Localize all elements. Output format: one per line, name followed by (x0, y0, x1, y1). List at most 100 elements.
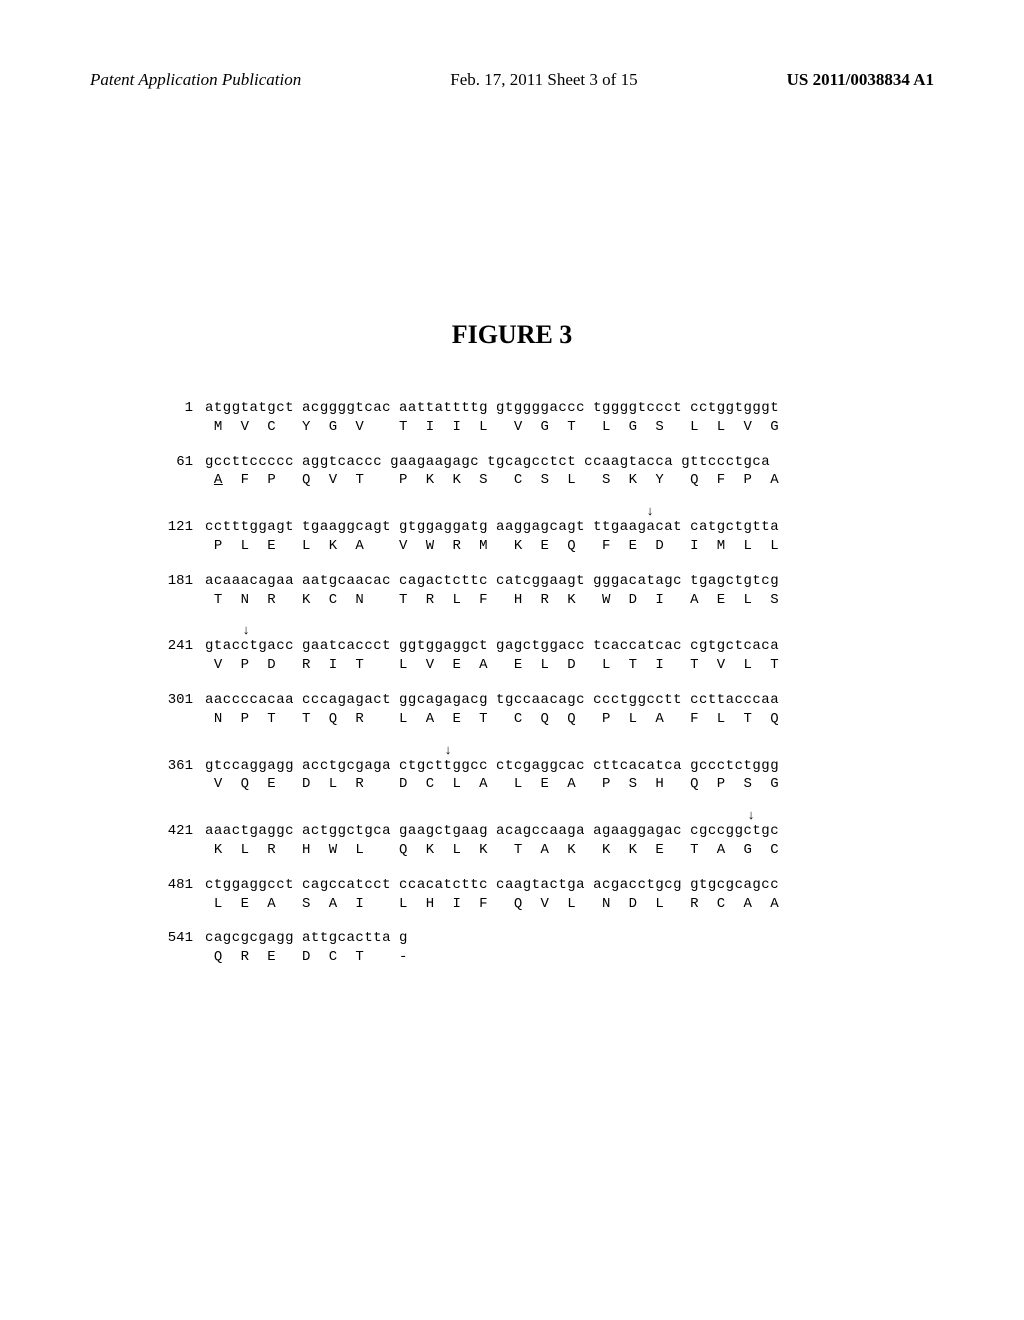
aminoacid-group: S A I (302, 896, 391, 913)
position-label: 301 (160, 692, 205, 709)
aminoacid-row: T N R K C N T R L F H R K W D I A E L S (160, 592, 864, 609)
nucleotide-group: cctttggagt (205, 519, 294, 536)
intron-arrow-icon: ↓ (747, 809, 755, 822)
sequence-block: 1atggtatgctacggggtcacaattattttggtggggacc… (0, 400, 1024, 966)
aminoacid-group: T Q R (302, 711, 391, 728)
nucleotide-group: ctggaggcct (205, 877, 294, 894)
aminoacid-group: R I T (302, 657, 391, 674)
aminoacid-row: L E A S A I L H I F Q V L N D L R C A A (160, 896, 864, 913)
position-label: 541 (160, 930, 205, 947)
arrow-row: ↓ (160, 811, 864, 823)
nucleotide-group: gaagaagagc (390, 454, 479, 471)
aminoacid-group: I M L L (690, 538, 779, 555)
intron-arrow-icon: ↓ (646, 505, 654, 518)
aminoacid-group: R C A A (690, 896, 779, 913)
nucleotide-group: ccacatcttc (399, 877, 488, 894)
nucleotide-row: 1atggtatgctacggggtcacaattattttggtggggacc… (160, 400, 864, 417)
aminoacid-group: F L T Q (690, 711, 779, 728)
nucleotide-group: cgccggctgc (690, 823, 779, 840)
aminoacid-group: N P T (205, 711, 294, 728)
nucleotide-group: gtacctgacc (205, 638, 294, 655)
aminoacid-row: V P D R I T L V E A E L D L T I T V L T (160, 657, 864, 674)
nucleotide-group: gtggggaccc (496, 400, 585, 417)
nucleotide-row: 481ctggaggcct cagccatcct ccacatcttc caagtac… (160, 877, 864, 894)
nucleotide-group: ccttacccaa (690, 692, 779, 709)
nucleotide-group: acctgcgaga (302, 758, 391, 775)
aminoacid-group: P L A (593, 711, 682, 728)
aminoacid-group: Q V L (496, 896, 585, 913)
aminoacid-group: H W L (302, 842, 391, 859)
nucleotide-group: gccctctggg (690, 758, 779, 775)
nucleotide-group: cagactcttc (399, 573, 488, 590)
aminoacid-row: K L R H W L Q K L K T A K K K E T A G C (160, 842, 864, 859)
position-label: 361 (160, 758, 205, 775)
nucleotide-group: aaccccacaa (205, 692, 294, 709)
aminoacid-group: Q P S G (690, 776, 779, 793)
nucleotide-group: ttgaagacat (593, 519, 682, 536)
aminoacid-group: L V E A (399, 657, 488, 674)
nucleotide-group: catgctgtta (690, 519, 779, 536)
nucleotide-group: gccttccccc (205, 454, 294, 471)
nucleotide-row: 541cagcgcgaggattgcacttag (160, 930, 864, 947)
aminoacid-group: M V C (205, 419, 294, 436)
nucleotide-group: gtccaggagg (205, 758, 294, 775)
nucleotide-group: aggtcaccc (302, 454, 382, 471)
nucleotide-group: cagccatcct (302, 877, 391, 894)
nucleotide-group: ggtggaggct (399, 638, 488, 655)
aminoacid-group: A F P (205, 472, 294, 489)
nucleotide-group: ccctggcctt (593, 692, 682, 709)
position-label: 181 (160, 573, 205, 590)
nucleotide-group: attgcactta (302, 930, 391, 947)
nucleotide-group: cccagagact (302, 692, 391, 709)
nucleotide-group: gtgcgcagcc (690, 877, 779, 894)
nucleotide-group: aatgcaacac (302, 573, 391, 590)
nucleotide-group: acagccaaga (496, 823, 585, 840)
position-label: 241 (160, 638, 205, 655)
nucleotide-group: aaactgaggc (205, 823, 294, 840)
position-label: 421 (160, 823, 205, 840)
aminoacid-group: - (399, 949, 408, 966)
aminoacid-group: C Q Q (496, 711, 585, 728)
nucleotide-group: catcggaagt (496, 573, 585, 590)
nucleotide-group: gggacatagc (593, 573, 682, 590)
aminoacid-group: K K E (593, 842, 682, 859)
aminoacid-group: S K Y (593, 472, 682, 489)
nucleotide-group: tcaccatcac (593, 638, 682, 655)
nucleotide-group: actggctgca (302, 823, 391, 840)
nucleotide-row: 361gtccaggaggacctgcgagactgcttggccctcgagg… (160, 758, 864, 775)
nucleotide-group: gagctggacc (496, 638, 585, 655)
nucleotide-group: tgaaggcagt (302, 519, 391, 536)
nucleotide-row: 301aaccccacaacccagagactggcagagacgtgccaac… (160, 692, 864, 709)
aminoacid-group: P L E (205, 538, 294, 555)
aminoacid-group: Q R E (205, 949, 294, 966)
aminoacid-group: L H I F (399, 896, 488, 913)
aminoacid-group: T V L T (690, 657, 779, 674)
aminoacid-row: Q R E D C T - (160, 949, 864, 966)
aminoacid-group: V W R M (399, 538, 488, 555)
aminoacid-group: F E D (593, 538, 682, 555)
aminoacid-group: T R L F (399, 592, 488, 609)
aminoacid-group: K L R (205, 842, 294, 859)
nucleotide-group: cctggtgggt (690, 400, 779, 417)
nucleotide-group: tgcagcctct (487, 454, 576, 471)
nucleotide-group: caagtactga (496, 877, 585, 894)
nucleotide-group: g (399, 930, 408, 947)
arrow-row: ↓ (160, 507, 864, 519)
nucleotide-group: gaatcaccct (302, 638, 391, 655)
nucleotide-group: aattattttg (399, 400, 488, 417)
nucleotide-group: cttcacatca (593, 758, 682, 775)
position-label: 121 (160, 519, 205, 536)
nucleotide-group: ctcgaggcac (496, 758, 585, 775)
aminoacid-group: D C L A (399, 776, 488, 793)
nucleotide-group: tggggtccct (593, 400, 682, 417)
aminoacid-group: A E L S (690, 592, 779, 609)
aminoacid-group: L A E T (399, 711, 488, 728)
aminoacid-group: Y G V (302, 419, 391, 436)
aminoacid-group: N D L (593, 896, 682, 913)
nucleotide-row: 241gtacctgacc gaatcaccct ggtggaggct gagctgg… (160, 638, 864, 655)
position-label: 481 (160, 877, 205, 894)
aminoacid-group: H R K (496, 592, 585, 609)
header-center: Feb. 17, 2011 Sheet 3 of 15 (450, 70, 637, 90)
header-left: Patent Application Publication (90, 70, 301, 90)
nucleotide-group: acgacctgcg (593, 877, 682, 894)
